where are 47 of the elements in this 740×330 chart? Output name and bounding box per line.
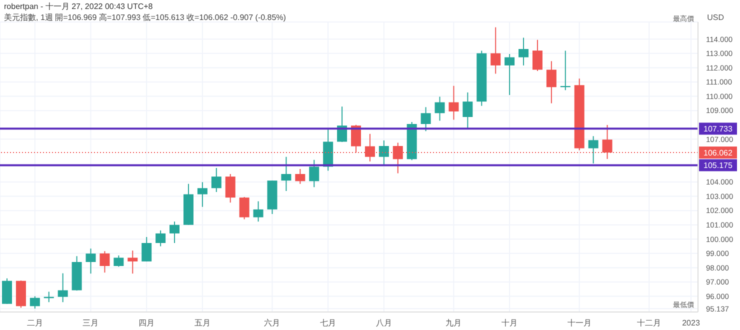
- candlestick: [114, 254, 124, 268]
- ref-line-label: 106.062: [704, 148, 734, 158]
- candlestick: [2, 278, 12, 304]
- ref-line-label: 105.175: [704, 161, 734, 170]
- candlestick: [295, 168, 306, 184]
- candlestick: [100, 250, 110, 274]
- x-tick-label: 三月: [82, 318, 99, 328]
- chart-subtitle: 美元指數, 1週 開=106.969 高=107.993 低=105.613 收=106.062 -0.907 (-0.85%): [4, 12, 286, 23]
- x-tick-label: 九月: [446, 318, 462, 328]
- x-tick-label: 五月: [194, 318, 210, 328]
- candlestick: [420, 106, 431, 132]
- candlestick: [142, 236, 152, 262]
- candlestick: [378, 140, 389, 166]
- candlestick: [448, 85, 459, 120]
- ref-line-label: 107.733: [704, 124, 734, 134]
- candlestick: [211, 168, 222, 192]
- y-axis-title: USD: [707, 13, 724, 22]
- x-tick-label: 十一月: [567, 318, 592, 328]
- candlestick: [490, 26, 501, 74]
- x-tick-label: 十月: [502, 318, 518, 328]
- candlestick: [197, 182, 208, 208]
- candlestick: [281, 156, 292, 192]
- candlestick: [225, 174, 236, 204]
- x-tick-label: 十二月: [637, 318, 662, 328]
- candlestick: [462, 92, 473, 130]
- candlestick: [86, 248, 96, 274]
- x-tick-label: 四月: [138, 318, 155, 328]
- candlestick: [518, 37, 529, 66]
- candlestick: [128, 250, 138, 274]
- chart-title: robertpan - 十一月 27, 2022 00:43 UTC+8: [4, 1, 153, 12]
- candlestick: [170, 221, 180, 244]
- candlestick: [532, 39, 542, 72]
- x-tick-label: 六月: [264, 318, 280, 328]
- candlestick: [30, 296, 40, 310]
- x-tick-label: 二月: [26, 318, 43, 328]
- x-tick-label: 2023: [682, 318, 700, 328]
- candlestick: [253, 200, 264, 222]
- candlestick: [309, 159, 320, 188]
- x-tick-label: 七月: [320, 318, 336, 328]
- candlestick: [434, 96, 445, 122]
- candlestick: [546, 60, 556, 104]
- candlestick: [58, 272, 68, 303]
- candlestick: [504, 54, 515, 96]
- candlestick: [239, 196, 250, 220]
- candlestick: [156, 230, 166, 247]
- candlestick: [588, 136, 598, 164]
- x-tick-label: 八月: [376, 318, 392, 328]
